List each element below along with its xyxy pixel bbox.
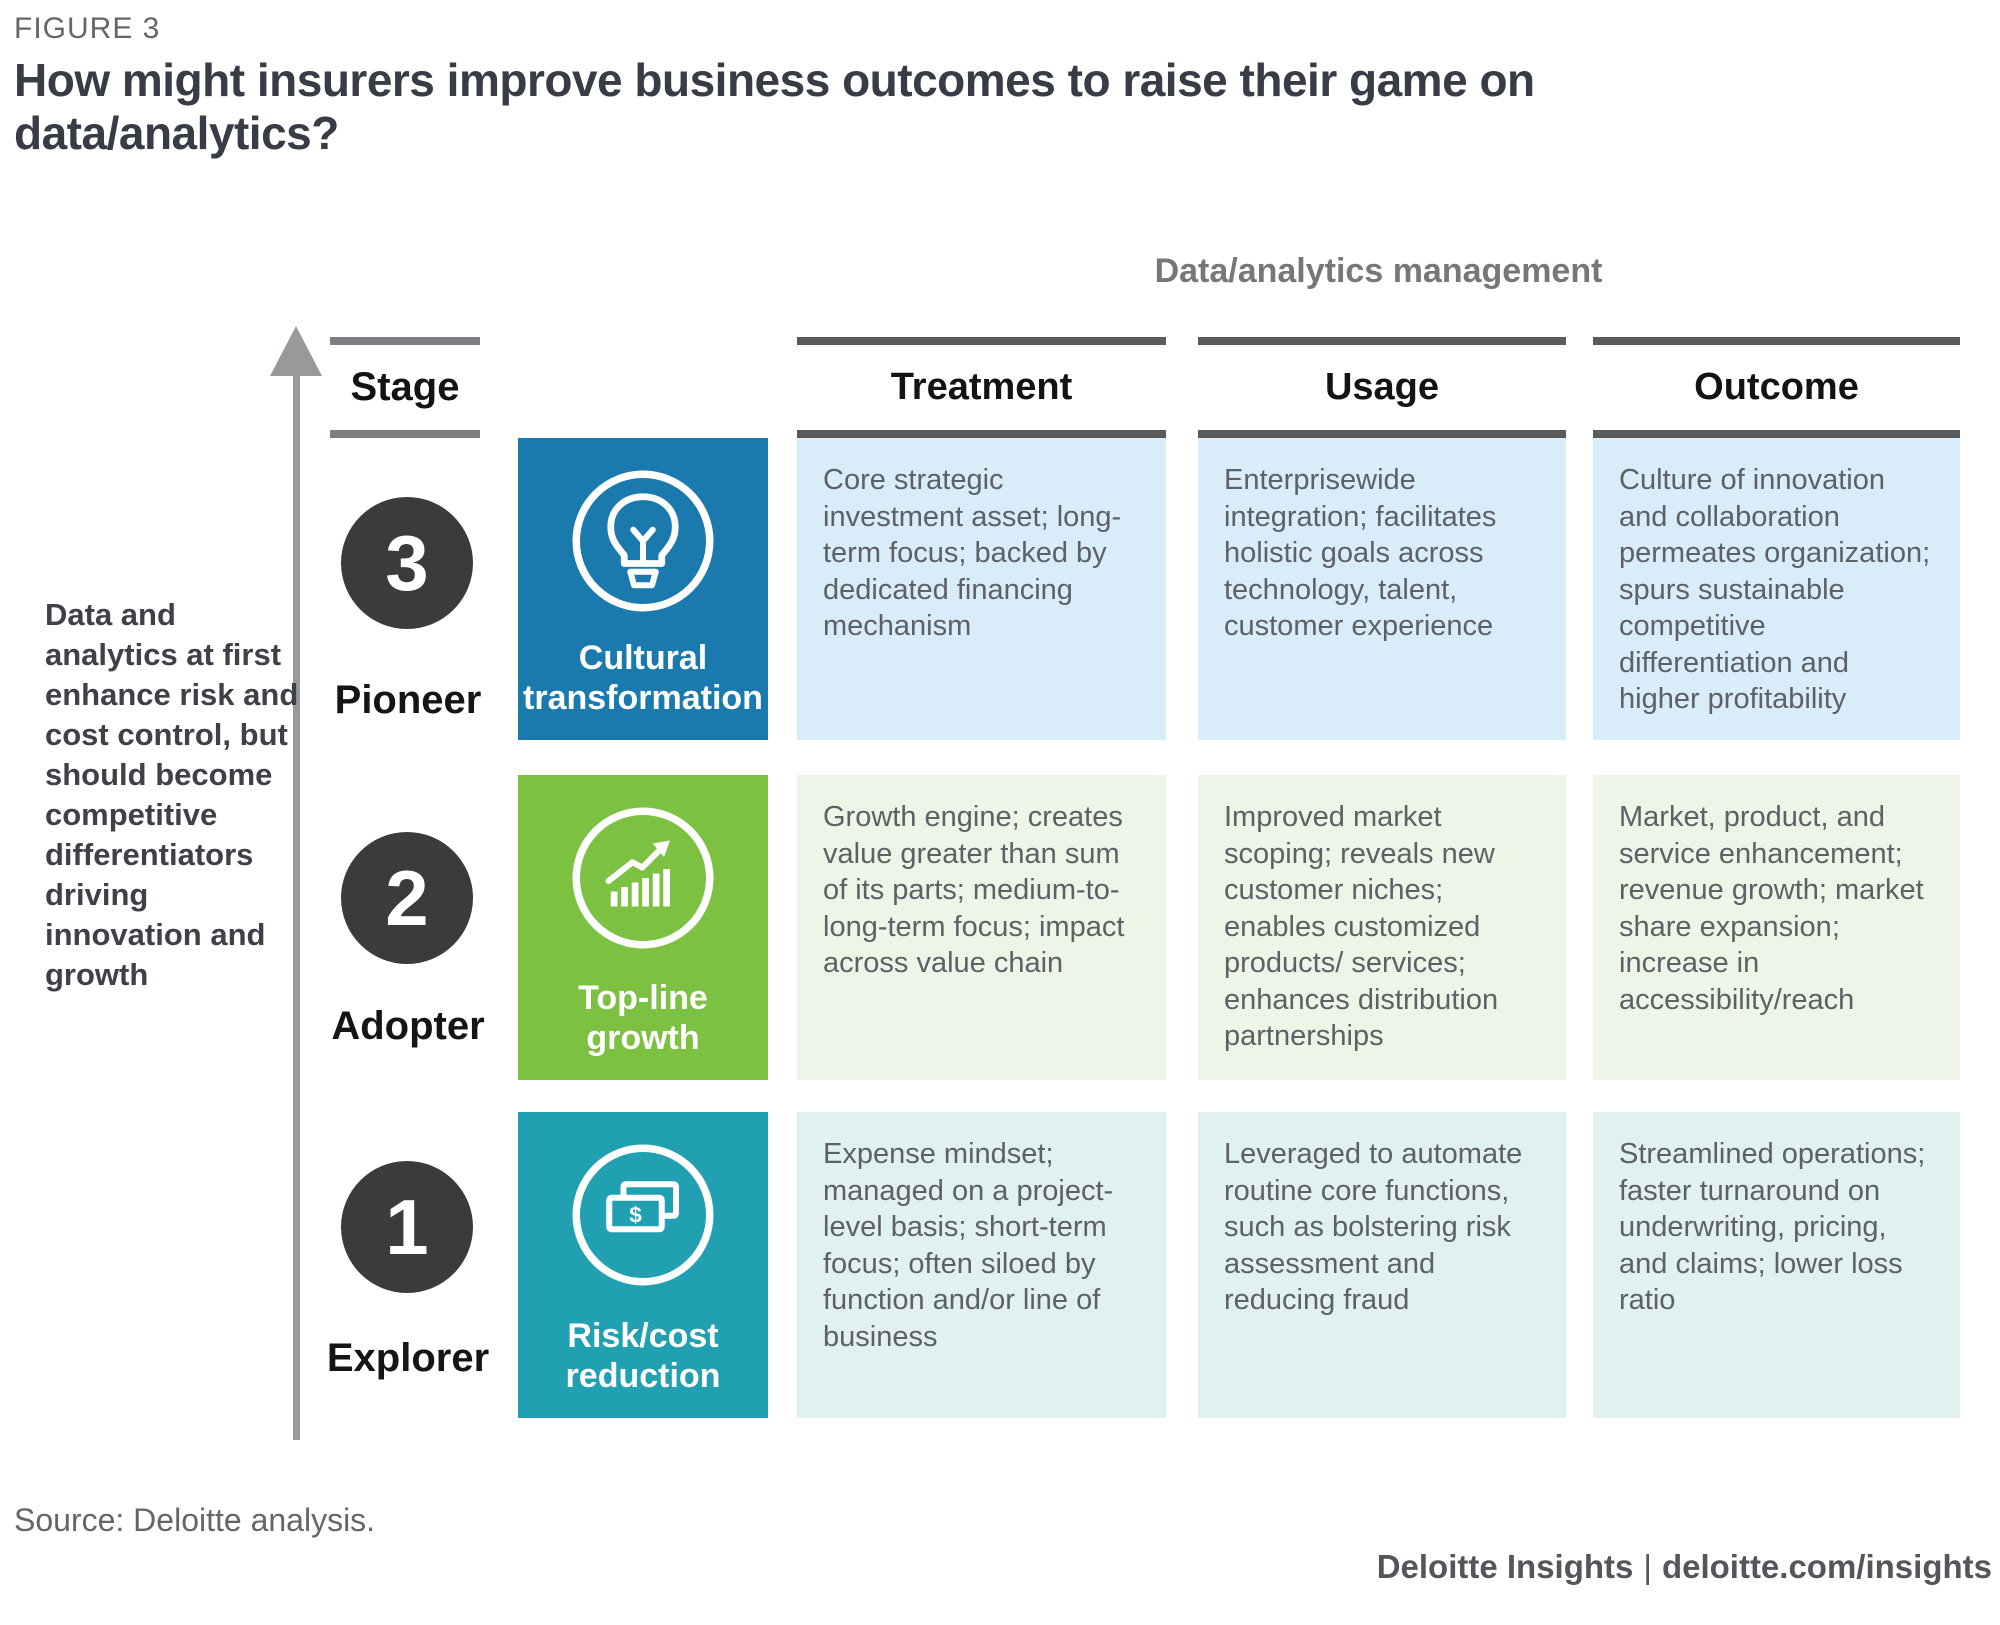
banknotes-icon: $	[572, 1144, 714, 1286]
stage-number: 3	[385, 518, 429, 607]
figure-title: How might insurers improve business outc…	[14, 54, 1535, 160]
stage-name-explorer: Explorer	[326, 1336, 490, 1380]
cell-pioneer-treatment: Core strategic investment asset; long-te…	[797, 438, 1166, 740]
growth-chart-icon	[572, 807, 714, 949]
column-header-treatment: Treatment	[797, 337, 1166, 438]
cell-adopter-usage: Improved market scoping; reveals new cus…	[1198, 775, 1566, 1080]
brand-name: Deloitte Insights	[1376, 1548, 1634, 1585]
cell-pioneer-usage: Enterprisewide integration; facilitates …	[1198, 438, 1566, 740]
stage-column-header: Stage	[330, 337, 480, 438]
brand-separator: |	[1643, 1548, 1652, 1585]
stage-name-pioneer: Pioneer	[334, 678, 482, 722]
cell-explorer-usage: Leveraged to automate routine core funct…	[1198, 1112, 1566, 1418]
brand-site: deloitte.com/insights	[1661, 1548, 1992, 1585]
cell-adopter-outcome: Market, product, and service enhancement…	[1593, 775, 1960, 1080]
lightbulb-icon	[572, 470, 714, 612]
column-header-outcome: Outcome	[1593, 337, 1960, 438]
column-header-usage: Usage	[1198, 337, 1566, 438]
category-label: Cultural transformation	[523, 638, 763, 717]
stage-name-adopter: Adopter	[331, 1004, 485, 1048]
cell-explorer-outcome: Streamlined operations; faster turnaroun…	[1593, 1112, 1960, 1418]
figure-label: FIGURE 3	[14, 12, 161, 45]
cell-pioneer-outcome: Culture of innovation and collaboration …	[1593, 438, 1960, 740]
category-label: Top-line growth	[578, 978, 708, 1057]
stage-number: 1	[385, 1182, 429, 1271]
category-box-top-line-growth: Top-line growth	[518, 775, 768, 1080]
stage-number: 2	[385, 853, 429, 942]
stage-number-badge-2: 2	[341, 832, 473, 964]
svg-text:$: $	[629, 1203, 642, 1228]
stage-number-badge-1: 1	[341, 1161, 473, 1293]
cell-explorer-treatment: Expense mindset; managed on a project-le…	[797, 1112, 1166, 1418]
category-label: Risk/cost reduction	[565, 1316, 721, 1395]
group-header: Data/analytics management	[1154, 252, 1603, 290]
source-note: Source: Deloitte analysis.	[14, 1502, 376, 1538]
category-box-cultural-transformation: Cultural transformation	[518, 438, 768, 740]
side-note: Data and analytics at first enhance risk…	[45, 597, 299, 992]
stage-number-badge-3: 3	[341, 497, 473, 629]
stage-axis-arrowhead-icon	[270, 326, 322, 376]
category-box-risk-cost-reduction: $ Risk/cost reduction	[518, 1112, 768, 1418]
cell-adopter-treatment: Growth engine; creates value greater tha…	[797, 775, 1166, 1080]
brand-line: Deloitte Insights | deloitte.com/insights	[1377, 1548, 1992, 1586]
stage-axis-line	[293, 372, 300, 1440]
